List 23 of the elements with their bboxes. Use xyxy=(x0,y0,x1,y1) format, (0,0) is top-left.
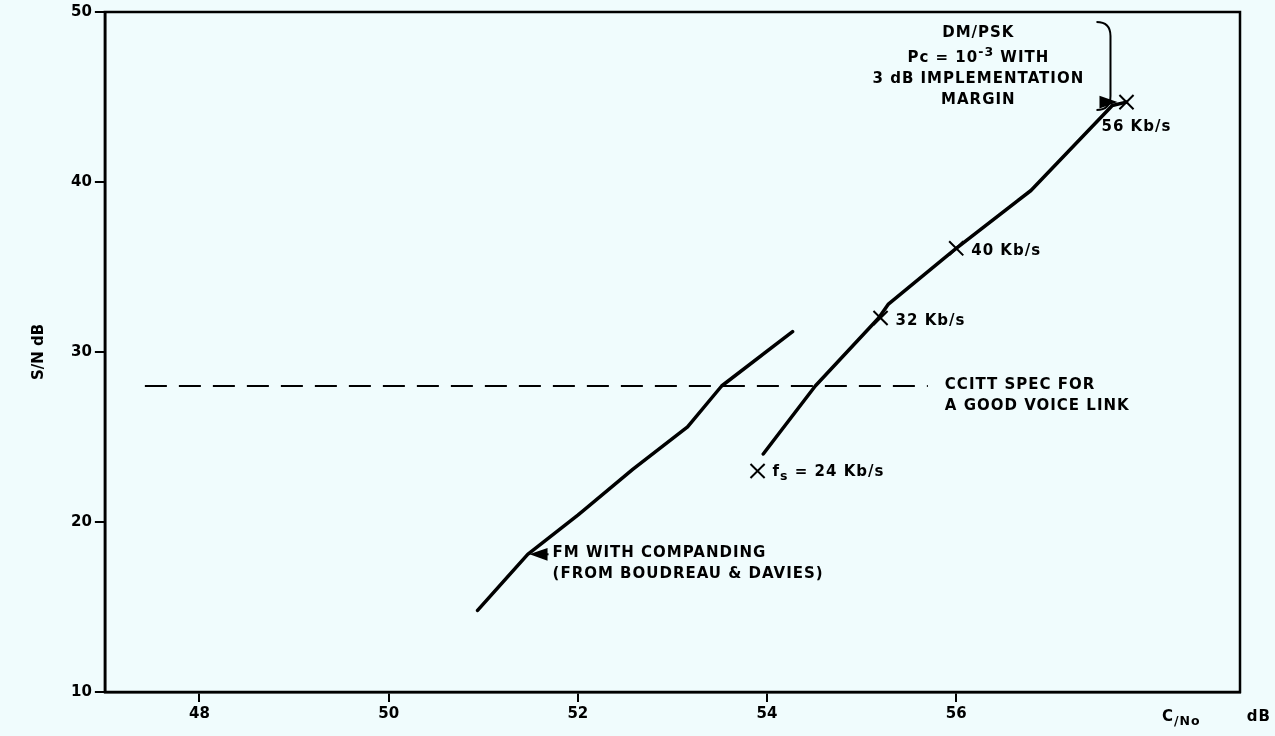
y-axis-title: S/N dB xyxy=(28,323,47,381)
text: C$_{/No}$ dB xyxy=(1161,707,1271,728)
annotation: 40 Kb/s xyxy=(971,239,1042,261)
y-tick-label: 30 xyxy=(71,341,92,360)
x-tick-label: 56 xyxy=(945,703,967,722)
y-tick-label: 20 xyxy=(71,511,92,530)
y-tick-label: 10 xyxy=(71,681,92,700)
annotation: FM WITH COMPANDING (FROM BOUDREAU & DAVIES) xyxy=(552,542,824,585)
annotation: 56 Kb/s xyxy=(1101,116,1172,138)
x-tick-label: 50 xyxy=(378,703,400,722)
point xyxy=(872,309,889,327)
y-tick-label: 50 xyxy=(71,1,92,20)
point xyxy=(1118,94,1135,111)
point xyxy=(749,462,766,480)
y-tick-label: 40 xyxy=(71,171,92,190)
x-tick-label: 52 xyxy=(567,703,589,722)
point xyxy=(948,240,965,257)
annotation: DM/PSK Pc = 10$^{-3}$ WITH 3 dB IMPLEMENTATION MARGIN xyxy=(872,22,1085,111)
annotation: f$_{s}$ = 24 Kb/s xyxy=(772,461,885,485)
annotation: 32 Kb/s xyxy=(895,309,966,331)
ref-line-label: CCITT SPEC FOR A GOOD VOICE LINK xyxy=(944,374,1130,416)
x-tick-label: 54 xyxy=(756,703,778,722)
x-tick-label: 48 xyxy=(189,703,210,722)
